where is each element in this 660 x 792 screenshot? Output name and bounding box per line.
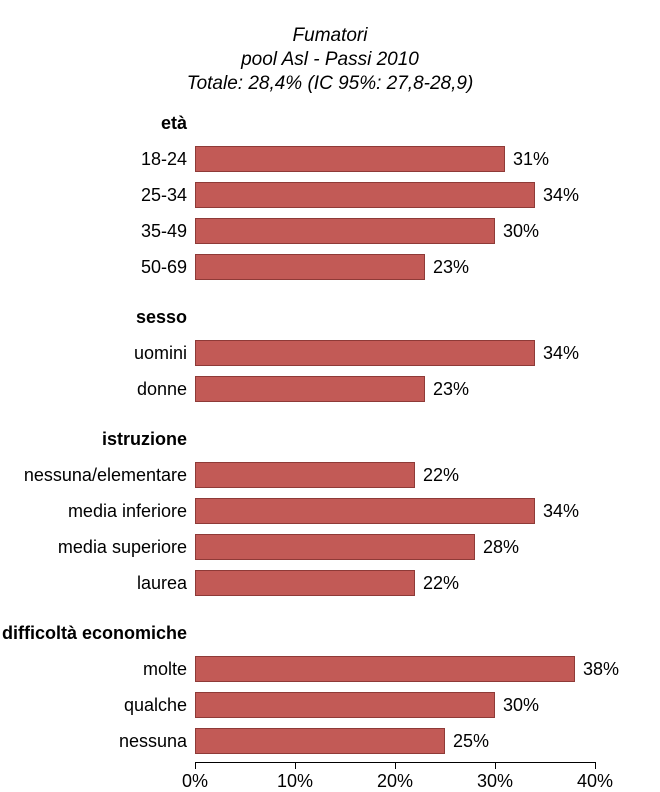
group-header: istruzione bbox=[195, 426, 595, 452]
bar-row: nessuna25% bbox=[195, 728, 595, 754]
x-tick bbox=[195, 762, 196, 769]
bar-row: 35-4930% bbox=[195, 218, 595, 244]
bar-label: media superiore bbox=[58, 534, 195, 560]
bar-label: media inferiore bbox=[68, 498, 195, 524]
bar-label: nessuna bbox=[119, 728, 195, 754]
bar-row: media superiore28% bbox=[195, 534, 595, 560]
bar-label: 25-34 bbox=[141, 182, 195, 208]
x-tick bbox=[595, 762, 596, 769]
x-tick bbox=[295, 762, 296, 769]
group-label: istruzione bbox=[102, 426, 195, 452]
bar-label: molte bbox=[143, 656, 195, 682]
bar-label: nessuna/elementare bbox=[24, 462, 195, 488]
x-tick bbox=[495, 762, 496, 769]
bar bbox=[195, 376, 425, 402]
group-header: difficoltà economiche bbox=[195, 620, 595, 646]
bar-value: 34% bbox=[535, 498, 579, 524]
bar-row: media inferiore34% bbox=[195, 498, 595, 524]
bar-row: qualche30% bbox=[195, 692, 595, 718]
bar-value: 22% bbox=[415, 570, 459, 596]
bar-row: nessuna/elementare22% bbox=[195, 462, 595, 488]
group-label: età bbox=[161, 110, 195, 136]
group-header: età bbox=[195, 110, 595, 136]
bar bbox=[195, 462, 415, 488]
bar-label: uomini bbox=[134, 340, 195, 366]
bar-label: laurea bbox=[137, 570, 195, 596]
bar bbox=[195, 570, 415, 596]
bar-value: 38% bbox=[575, 656, 619, 682]
bar-row: laurea22% bbox=[195, 570, 595, 596]
title-line-2: pool Asl - Passi 2010 bbox=[0, 48, 660, 72]
bar-row: 25-3434% bbox=[195, 182, 595, 208]
bar-value: 34% bbox=[535, 340, 579, 366]
bar bbox=[195, 146, 505, 172]
group-label: difficoltà economiche bbox=[2, 620, 195, 646]
bar-value: 31% bbox=[505, 146, 549, 172]
bar-value: 25% bbox=[445, 728, 489, 754]
fumatori-chart: Fumatori pool Asl - Passi 2010 Totale: 2… bbox=[0, 0, 660, 95]
group-label: sesso bbox=[136, 304, 195, 330]
bar-value: 30% bbox=[495, 218, 539, 244]
group-header: sesso bbox=[195, 304, 595, 330]
x-tick-label: 30% bbox=[477, 771, 513, 792]
bar-label: qualche bbox=[124, 692, 195, 718]
bar bbox=[195, 534, 475, 560]
bar-label: 50-69 bbox=[141, 254, 195, 280]
bar-value: 23% bbox=[425, 254, 469, 280]
x-tick-label: 40% bbox=[577, 771, 613, 792]
title-line-1: Fumatori bbox=[0, 24, 660, 48]
plot-area: età 18-2431% 25-3434% 35-4930% 50-6923% sesso… bbox=[195, 110, 595, 762]
chart-title: Fumatori pool Asl - Passi 2010 Totale: 2… bbox=[0, 0, 660, 95]
bar-label: donne bbox=[137, 376, 195, 402]
bar bbox=[195, 218, 495, 244]
bar-value: 22% bbox=[415, 462, 459, 488]
bar-row: molte38% bbox=[195, 656, 595, 682]
x-tick-label: 0% bbox=[182, 771, 208, 792]
bar-value: 28% bbox=[475, 534, 519, 560]
bar bbox=[195, 656, 575, 682]
bar-row: 18-2431% bbox=[195, 146, 595, 172]
x-tick-label: 20% bbox=[377, 771, 413, 792]
bar-row: 50-6923% bbox=[195, 254, 595, 280]
bar bbox=[195, 254, 425, 280]
bar-row: donne23% bbox=[195, 376, 595, 402]
bar bbox=[195, 182, 535, 208]
bar-value: 23% bbox=[425, 376, 469, 402]
bar bbox=[195, 728, 445, 754]
bar-value: 30% bbox=[495, 692, 539, 718]
bar bbox=[195, 340, 535, 366]
bar bbox=[195, 692, 495, 718]
x-tick bbox=[395, 762, 396, 769]
bar-value: 34% bbox=[535, 182, 579, 208]
bar-label: 35-49 bbox=[141, 218, 195, 244]
title-line-3: Totale: 28,4% (IC 95%: 27,8-28,9) bbox=[0, 72, 660, 96]
x-tick-label: 10% bbox=[277, 771, 313, 792]
bar bbox=[195, 498, 535, 524]
bar-label: 18-24 bbox=[141, 146, 195, 172]
bar-row: uomini34% bbox=[195, 340, 595, 366]
